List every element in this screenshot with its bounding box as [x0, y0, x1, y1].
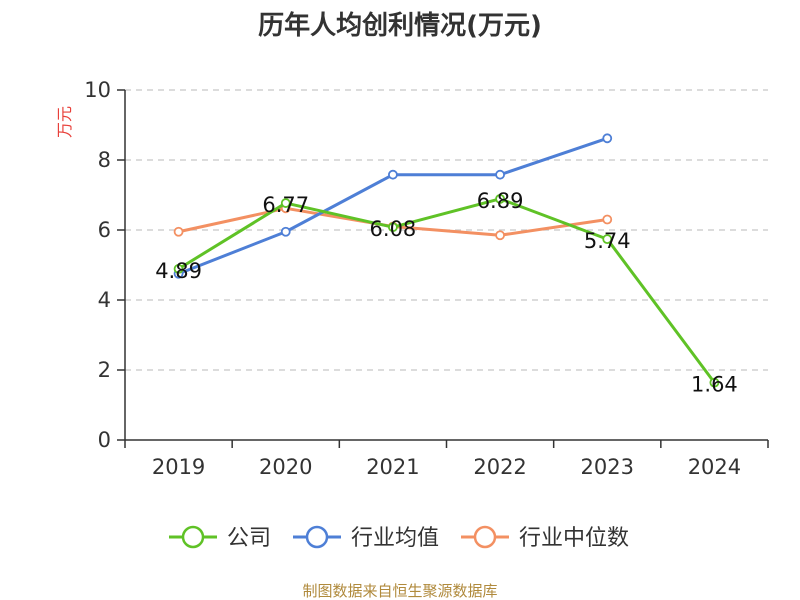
data-point — [709, 377, 720, 388]
axes: 0 2 4 6 8 10 2019 2020 2021 2022 2023 2024 — [84, 78, 769, 479]
series-line — [177, 197, 716, 384]
x-tick-label: 2022 — [473, 455, 526, 479]
data-label: 4.89 — [155, 259, 202, 283]
y-tick-label: 2 — [98, 358, 111, 382]
data-point — [602, 234, 613, 245]
y-tick-label: 10 — [84, 78, 111, 102]
x-tick-label: 2023 — [581, 455, 634, 479]
data-point — [495, 230, 505, 241]
x-tick-label: 2020 — [259, 455, 312, 479]
data-point — [388, 222, 398, 233]
series-line — [178, 136, 608, 276]
chart-title: 历年人均创利情况(万元) — [258, 10, 542, 41]
legend-item[interactable]: 公司 — [169, 525, 271, 551]
y-tick-label: 0 — [98, 428, 111, 452]
legend-marker — [305, 525, 329, 549]
legend-item[interactable]: 行业中位数 — [461, 525, 629, 551]
data-label: 6.89 — [477, 189, 524, 213]
data-labels: 4.89 6.77 6.08 6.89 5.74 1.64 — [155, 189, 738, 397]
legend-marker — [181, 525, 205, 549]
data-label: 1.64 — [691, 373, 738, 397]
data-point — [173, 263, 184, 274]
data-point — [602, 214, 613, 225]
source-note: 制图数据来自恒生聚源数据库 — [302, 582, 497, 600]
data-point — [280, 226, 291, 237]
data-point — [495, 169, 505, 180]
x-tick-label: 2021 — [366, 455, 419, 479]
data-label: 6.77 — [262, 193, 309, 217]
y-tick-label: 8 — [98, 148, 111, 172]
legend[interactable]: 公司 行业均值 行业中位数 — [169, 525, 629, 551]
data-label: 6.08 — [370, 217, 417, 241]
legend-marker — [473, 525, 497, 549]
x-tick-label: 2024 — [688, 455, 741, 479]
data-point — [388, 169, 398, 180]
data-point — [495, 193, 505, 204]
x-tick-label: 2019 — [152, 455, 205, 479]
data-point — [280, 198, 291, 208]
legend-item[interactable]: 行业均值 — [293, 525, 439, 551]
legend-label: 行业中位数 — [519, 526, 629, 551]
data-label: 5.74 — [584, 229, 631, 253]
y-tick-label: 4 — [98, 288, 111, 312]
legend-label: 公司 — [227, 526, 271, 551]
y-axis-label: 万元 — [55, 106, 74, 138]
legend-label: 行业均值 — [351, 526, 439, 551]
series-lines — [173, 133, 720, 388]
data-point — [173, 226, 184, 237]
data-point — [602, 133, 613, 144]
y-tick-label: 6 — [98, 218, 111, 242]
